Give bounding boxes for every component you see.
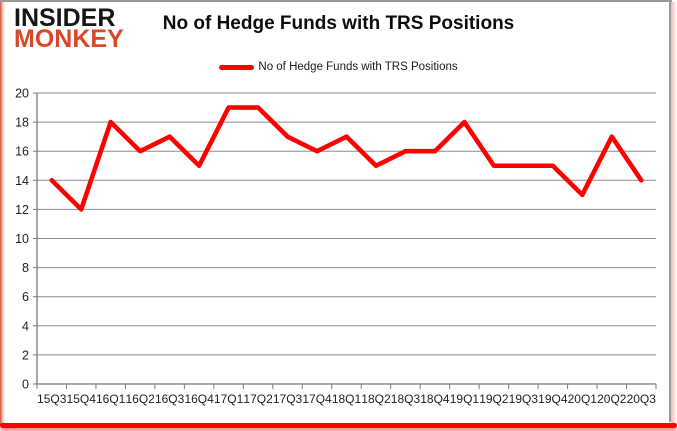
series-line <box>49 105 644 212</box>
y-tick-label: 16 <box>15 145 29 159</box>
x-tick-label: 17Q2 <box>243 392 273 406</box>
y-tick-label: 4 <box>22 319 29 333</box>
y-tick-label: 6 <box>22 290 29 304</box>
x-tick-label: 19Q4 <box>538 392 568 406</box>
x-tick-label: 17Q4 <box>302 392 332 406</box>
x-tick-label: 17Q3 <box>273 392 303 406</box>
y-tick-label: 20 <box>15 87 29 101</box>
y-tick-label: 10 <box>15 232 29 246</box>
x-tick-label: 16Q3 <box>155 392 185 406</box>
legend-label: No of Hedge Funds with TRS Positions <box>258 61 458 73</box>
chart-title: No of Hedge Funds with TRS Positions <box>162 13 515 34</box>
legend-line-swatch <box>219 64 255 70</box>
x-tick-label: 19Q3 <box>509 392 539 406</box>
logo-insider-text: INSIDER <box>14 4 116 32</box>
frame-right-glow <box>671 2 677 425</box>
insider-monkey-logo: INSIDER MONKEY <box>14 4 124 53</box>
frame-bottom-border <box>0 423 677 428</box>
frame-right-border <box>669 0 671 422</box>
y-tick-label: 2 <box>22 348 29 362</box>
x-tick-label: 20Q1 <box>568 392 598 406</box>
x-tick-label: 20Q2 <box>597 392 627 406</box>
y-tick-label: 18 <box>15 116 29 130</box>
x-tick-label: 18Q4 <box>420 392 450 406</box>
x-tick-label: 20Q3 <box>627 392 657 406</box>
x-tick-label: 16Q4 <box>184 392 214 406</box>
y-tick-label: 12 <box>15 203 29 217</box>
y-tick-label: 14 <box>15 174 29 188</box>
x-tick-label: 18Q1 <box>332 392 362 406</box>
logo-monkey-text: MONKEY <box>14 25 124 53</box>
x-tick-label: 18Q3 <box>391 392 421 406</box>
legend: No of Hedge Funds with TRS Positions <box>0 61 677 73</box>
frame-top-border <box>0 0 672 2</box>
x-tick-label: 17Q1 <box>214 392 244 406</box>
x-tick-label: 15Q3 <box>37 392 67 406</box>
frame-left-glow <box>0 2 5 425</box>
y-tick-label: 8 <box>22 261 29 275</box>
x-tick-label: 16Q2 <box>125 392 155 406</box>
x-tick-label: 18Q2 <box>361 392 391 406</box>
x-tick-label: 19Q2 <box>479 392 509 406</box>
y-tick-label: 0 <box>22 378 29 392</box>
x-tick-label: 19Q1 <box>450 392 480 406</box>
x-tick-label: 16Q1 <box>96 392 126 406</box>
x-tick-label: 15Q4 <box>67 392 97 406</box>
